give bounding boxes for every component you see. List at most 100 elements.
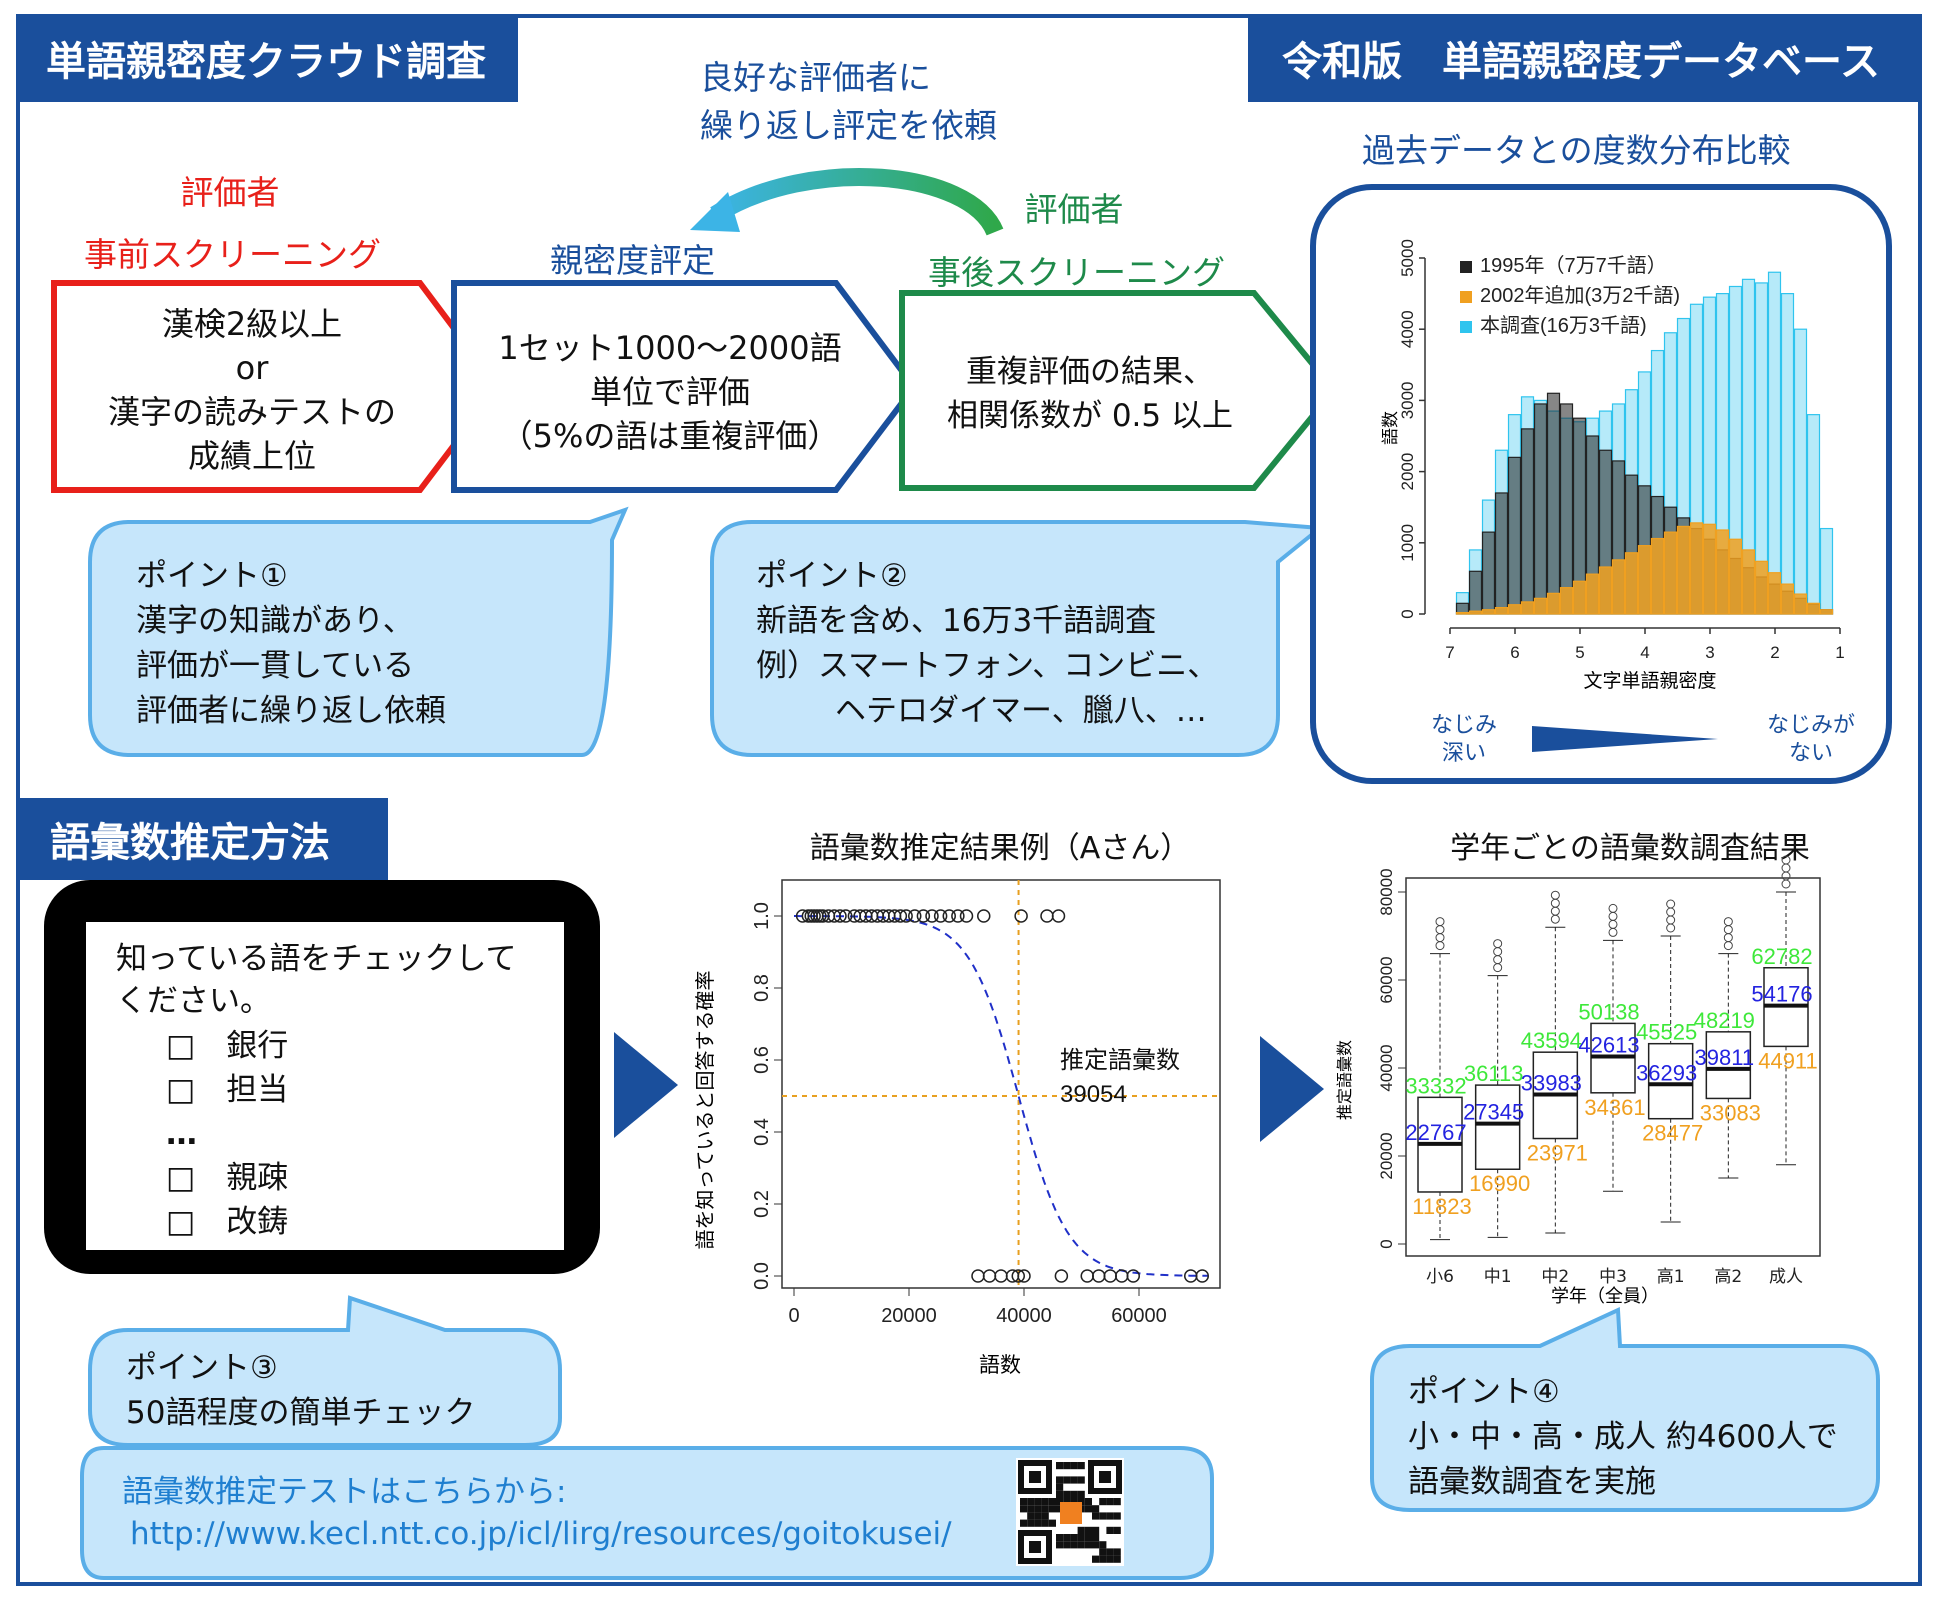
hist-bar	[1819, 527, 1834, 615]
hist-bar	[1559, 403, 1574, 615]
known-point	[1051, 909, 1066, 923]
box-q1-label: 11823	[1412, 1194, 1472, 1219]
step2-label: 親密度評定	[550, 241, 715, 280]
legend-label: 本調査(16万3千語)	[1480, 314, 1647, 337]
hist-x-tick-label: 1	[1835, 643, 1844, 662]
legend-label: 1995年（7万7千語）	[1480, 254, 1667, 277]
qr-module	[1056, 1534, 1064, 1542]
hist-bar	[1806, 602, 1821, 615]
scatter-x-tick-label: 40000	[996, 1305, 1052, 1327]
checklist-item-ginko[interactable]: □ 銀行	[166, 1028, 289, 1064]
known-point	[833, 909, 847, 923]
loop-note: 良好な評価者に 繰り返し評定を依頼	[700, 54, 997, 150]
qr-module	[1020, 1505, 1028, 1513]
vocab-estimate-chart: 語彙数推定結果例（Aさん） 0 20000 40000 60000 0.0 0.2 0.4 0…	[693, 831, 1221, 1377]
unknown-point	[1195, 1269, 1209, 1283]
known-point	[942, 909, 956, 923]
box-median-label: 33983	[1521, 1070, 1582, 1095]
box-outlier	[1666, 923, 1676, 933]
hist-bar	[1715, 529, 1730, 615]
point1-line-3: 評価者に繰り返し依頼	[136, 693, 446, 729]
box-y-tick-label: 40000	[1377, 1044, 1396, 1091]
box-q3-label: 62782	[1751, 944, 1812, 969]
point3: ポイント③ 50語程度の簡単チェック	[126, 1346, 475, 1436]
known-point	[839, 909, 853, 923]
box-body	[1705, 1031, 1752, 1100]
known-point	[925, 909, 939, 923]
step2-chevron	[451, 280, 918, 493]
checklist-item-kaichu[interactable]: □ 改鋳	[166, 1204, 289, 1240]
arrow-right-2-icon	[1260, 1036, 1324, 1142]
histogram-ylabel: 語数	[1381, 411, 1400, 445]
hist-bar	[1546, 392, 1561, 615]
qr-module	[1077, 1541, 1085, 1549]
scatter-y-tick-label: 1.0	[751, 902, 773, 930]
point4-title: ポイント④	[1408, 1374, 1560, 1410]
qr-module	[1070, 1462, 1078, 1470]
legend-swatch	[1460, 291, 1472, 303]
box-category-label: 中3	[1599, 1267, 1627, 1287]
box-outlier	[1781, 871, 1791, 881]
qr-module	[1034, 1498, 1042, 1506]
box-y-tick-label: 0	[1377, 1239, 1396, 1248]
box-outlier	[1550, 914, 1560, 924]
scatter-y-tick-label: 0.6	[751, 1046, 773, 1074]
qr-module	[1027, 1519, 1035, 1527]
box-outlier	[1493, 939, 1503, 949]
known-point	[959, 909, 974, 923]
scatter-xlabel: 語数	[979, 1353, 1021, 1377]
qr-module	[1041, 1512, 1049, 1520]
hist-bar	[1819, 609, 1834, 615]
box-xlabel: 学年（全員）	[1551, 1286, 1659, 1307]
qr-module	[1027, 1512, 1035, 1520]
scatter-annotation: 推定語彙数	[1060, 1046, 1180, 1074]
box-outlier	[1608, 927, 1618, 937]
qr-module	[1113, 1555, 1121, 1563]
unknown-point	[1126, 1269, 1140, 1283]
known-point	[977, 909, 991, 923]
step3-label-top: 評価者	[1024, 190, 1124, 229]
scatter-title: 語彙数推定結果例（Aさん）	[810, 831, 1191, 866]
histogram-caption: 過去データとの度数分布比較	[1362, 131, 1791, 170]
scatter-x-tick-label: 60000	[1111, 1305, 1167, 1327]
hist-bar	[1520, 601, 1535, 615]
hist-y-tick-label: 5000	[1398, 239, 1417, 277]
flow-chevrons	[51, 280, 1338, 493]
qr-module	[1099, 1498, 1107, 1506]
box-outlier	[1666, 899, 1676, 909]
hist-bar	[1559, 587, 1574, 615]
box-outlier	[1666, 915, 1676, 925]
hist-bar	[1533, 597, 1548, 615]
step1-line-3: 漢字の読みテストの	[107, 393, 396, 431]
box-ylabel: 推定語彙数	[1335, 1040, 1354, 1120]
qr-module	[1099, 1555, 1107, 1563]
qr-module	[1077, 1490, 1085, 1498]
qr-module	[1084, 1526, 1092, 1534]
hist-bar	[1728, 538, 1743, 615]
box-outlier	[1666, 907, 1676, 917]
qr-module	[1063, 1534, 1071, 1542]
qr-module	[1063, 1541, 1071, 1549]
checklist-item-tanto[interactable]: □ 担当	[166, 1072, 289, 1108]
checklist-prompt-line-1: 知っている語をチェックして	[116, 941, 517, 977]
test-link-url[interactable]: http://www.kecl.ntt.co.jp/icl/lirg/resou…	[130, 1516, 952, 1552]
box-outlier	[1435, 925, 1445, 935]
box-median-label: 22767	[1405, 1120, 1466, 1145]
qr-module	[1084, 1534, 1092, 1542]
step2-line-1: 1セット1000～2000語	[498, 329, 842, 367]
step3-text: 重複評価の結果、 相関係数が 0.5 以上	[915, 350, 1265, 438]
unknown-point	[1092, 1269, 1106, 1283]
qr-module	[1048, 1519, 1056, 1527]
step3-line-2: 相関係数が 0.5 以上	[946, 398, 1233, 434]
qr-code-icon[interactable]	[1016, 1458, 1124, 1566]
hist-y-tick-label: 2000	[1398, 453, 1417, 491]
checklist-item-shinso[interactable]: □ 親疎	[166, 1160, 289, 1196]
point4: ポイント④ 小・中・高・成人 約4600人で 語彙数調査を実施	[1408, 1370, 1838, 1505]
callout-5-shape	[80, 1446, 1214, 1580]
qr-module	[1099, 1512, 1107, 1520]
hist-bar	[1546, 592, 1561, 615]
box-q1-label: 28477	[1642, 1121, 1703, 1146]
hist-bar	[1780, 292, 1795, 615]
grade-boxplot-chart: 学年ごとの語彙数調査結果 020000400006000080000333322…	[1335, 831, 1821, 1307]
scatter-y-tick-label: 0.2	[751, 1190, 773, 1218]
